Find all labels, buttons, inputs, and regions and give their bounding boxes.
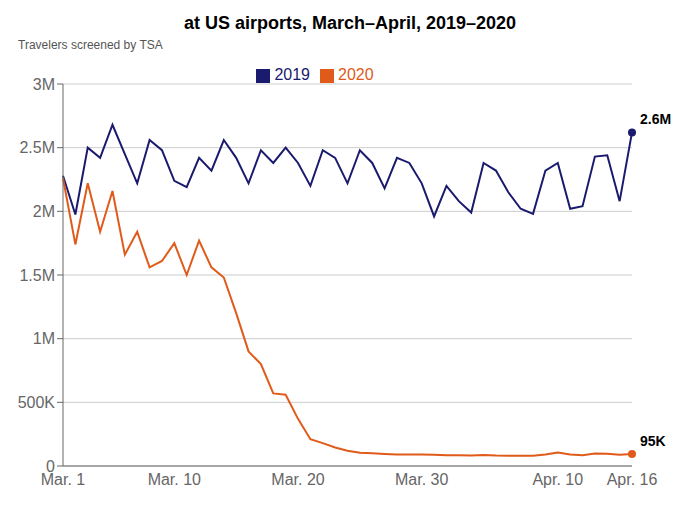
html-text:2019: 2019 xyxy=(274,66,310,83)
html-text:Travelers screened by TSA: Travelers screened by TSA xyxy=(18,38,163,52)
svg-text:1M: 1M xyxy=(33,330,55,347)
svg-text:500K: 500K xyxy=(18,394,56,411)
html-text:at US airports, March–April, 2: at US airports, March–April, 2019–2020 xyxy=(183,13,517,33)
svg-text:Mar. 30: Mar. 30 xyxy=(395,471,448,488)
svg-text:1.5M: 1.5M xyxy=(19,267,55,284)
svg-text:0: 0 xyxy=(46,458,55,475)
svg-text:95K: 95K xyxy=(640,433,666,449)
svg-text:Mar. 1: Mar. 1 xyxy=(40,471,86,489)
svg-text:Apr. 10: Apr. 10 xyxy=(532,471,583,488)
svg-text:3M: 3M xyxy=(33,76,55,93)
svg-text:2.6M: 2.6M xyxy=(640,111,671,127)
html-text:2020: 2020 xyxy=(338,66,374,83)
svg-text:2M: 2M xyxy=(33,203,55,220)
svg-text:2.5M: 2.5M xyxy=(19,139,55,156)
svg-text:Mar. 20: Mar. 20 xyxy=(271,471,324,488)
svg-text:Mar. 10: Mar. 10 xyxy=(148,471,201,488)
svg-text:Apr. 16: Apr. 16 xyxy=(607,471,658,488)
